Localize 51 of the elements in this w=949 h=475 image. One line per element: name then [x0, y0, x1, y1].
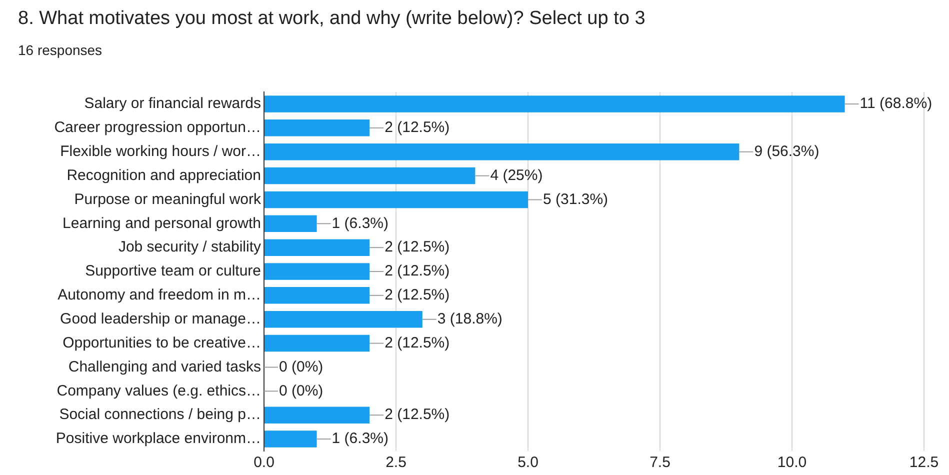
- data-label: 3 (18.8%): [437, 310, 502, 328]
- bar: [264, 287, 370, 304]
- x-tick-label: 2.5: [386, 454, 406, 472]
- x-tick-label: 5.0: [518, 454, 538, 472]
- bar: [264, 215, 317, 232]
- chart-title: 8. What motivates you most at work, and why (write below)? Select up to 3: [18, 8, 646, 30]
- y-tick-label: Job security / stability: [118, 238, 262, 256]
- y-tick-label: Positive workplace environm…: [56, 430, 261, 448]
- data-label: 11 (68.8%): [860, 95, 932, 112]
- y-tick-label: Autonomy and freedom in m…: [58, 286, 261, 304]
- bar: [264, 191, 528, 208]
- data-label: 2 (12.5%): [384, 334, 450, 352]
- y-tick-label: Salary or financial rewards: [84, 95, 261, 112]
- data-label: 2 (12.5%): [384, 406, 450, 424]
- bar: [264, 239, 370, 256]
- data-label: 0 (0%): [279, 358, 324, 376]
- data-label: 2 (12.5%): [384, 286, 450, 304]
- y-tick-label: Supportive team or culture: [85, 262, 261, 280]
- bar: [264, 143, 740, 160]
- bar: [264, 334, 370, 352]
- y-tick-label: Opportunities to be creative…: [62, 334, 261, 352]
- x-tick-label: 0.0: [254, 454, 274, 472]
- y-tick-label: Social connections / being p…: [59, 406, 261, 424]
- bar: [264, 406, 370, 424]
- bar: [264, 310, 422, 328]
- data-label: 4 (25%): [490, 166, 543, 184]
- bar: [264, 430, 317, 448]
- y-tick-label: Recognition and appreciation: [66, 166, 261, 184]
- y-tick-label: Challenging and varied tasks: [68, 358, 261, 376]
- bar: [264, 120, 370, 136]
- y-tick-label: Flexible working hours / wor…: [60, 142, 261, 160]
- x-tick-label: 12.5: [909, 454, 939, 472]
- y-tick-label: Career progression opportun…: [54, 119, 261, 136]
- data-label: 1 (6.3%): [332, 214, 389, 232]
- y-tick-label: Purpose or meaningful work: [74, 190, 262, 208]
- text: 16 responses: [18, 42, 102, 58]
- data-label: 2 (12.5%): [384, 262, 450, 280]
- data-label: 9 (56.3%): [754, 142, 820, 160]
- y-tick-label: Company values (e.g. ethics…: [56, 382, 261, 400]
- x-tick-label: 10.0: [777, 454, 807, 472]
- y-tick-label: Learning and personal growth: [62, 214, 261, 232]
- data-label: 5 (31.3%): [543, 190, 608, 208]
- bar: [264, 263, 370, 280]
- data-label: 2 (12.5%): [384, 238, 450, 256]
- data-label: 1 (6.3%): [332, 430, 389, 448]
- y-tick-label: Good leadership or manage…: [60, 310, 261, 328]
- bar: [264, 96, 845, 112]
- x-tick-label: 7.5: [650, 454, 670, 472]
- data-label: 2 (12.5%): [384, 119, 450, 136]
- data-label: 0 (0%): [279, 382, 324, 400]
- bar: [264, 167, 476, 184]
